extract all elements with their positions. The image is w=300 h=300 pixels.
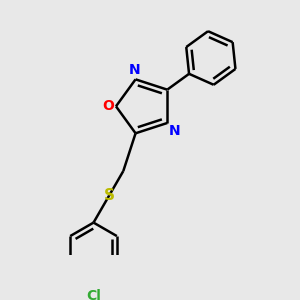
Text: Cl: Cl [86, 289, 101, 300]
Text: N: N [169, 124, 180, 138]
Text: O: O [102, 99, 114, 113]
Text: N: N [128, 63, 140, 77]
Text: S: S [103, 188, 115, 203]
